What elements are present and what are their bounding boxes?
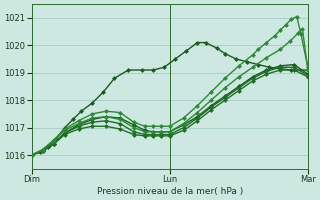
X-axis label: Pression niveau de la mer( hPa ): Pression niveau de la mer( hPa ) [97, 187, 243, 196]
